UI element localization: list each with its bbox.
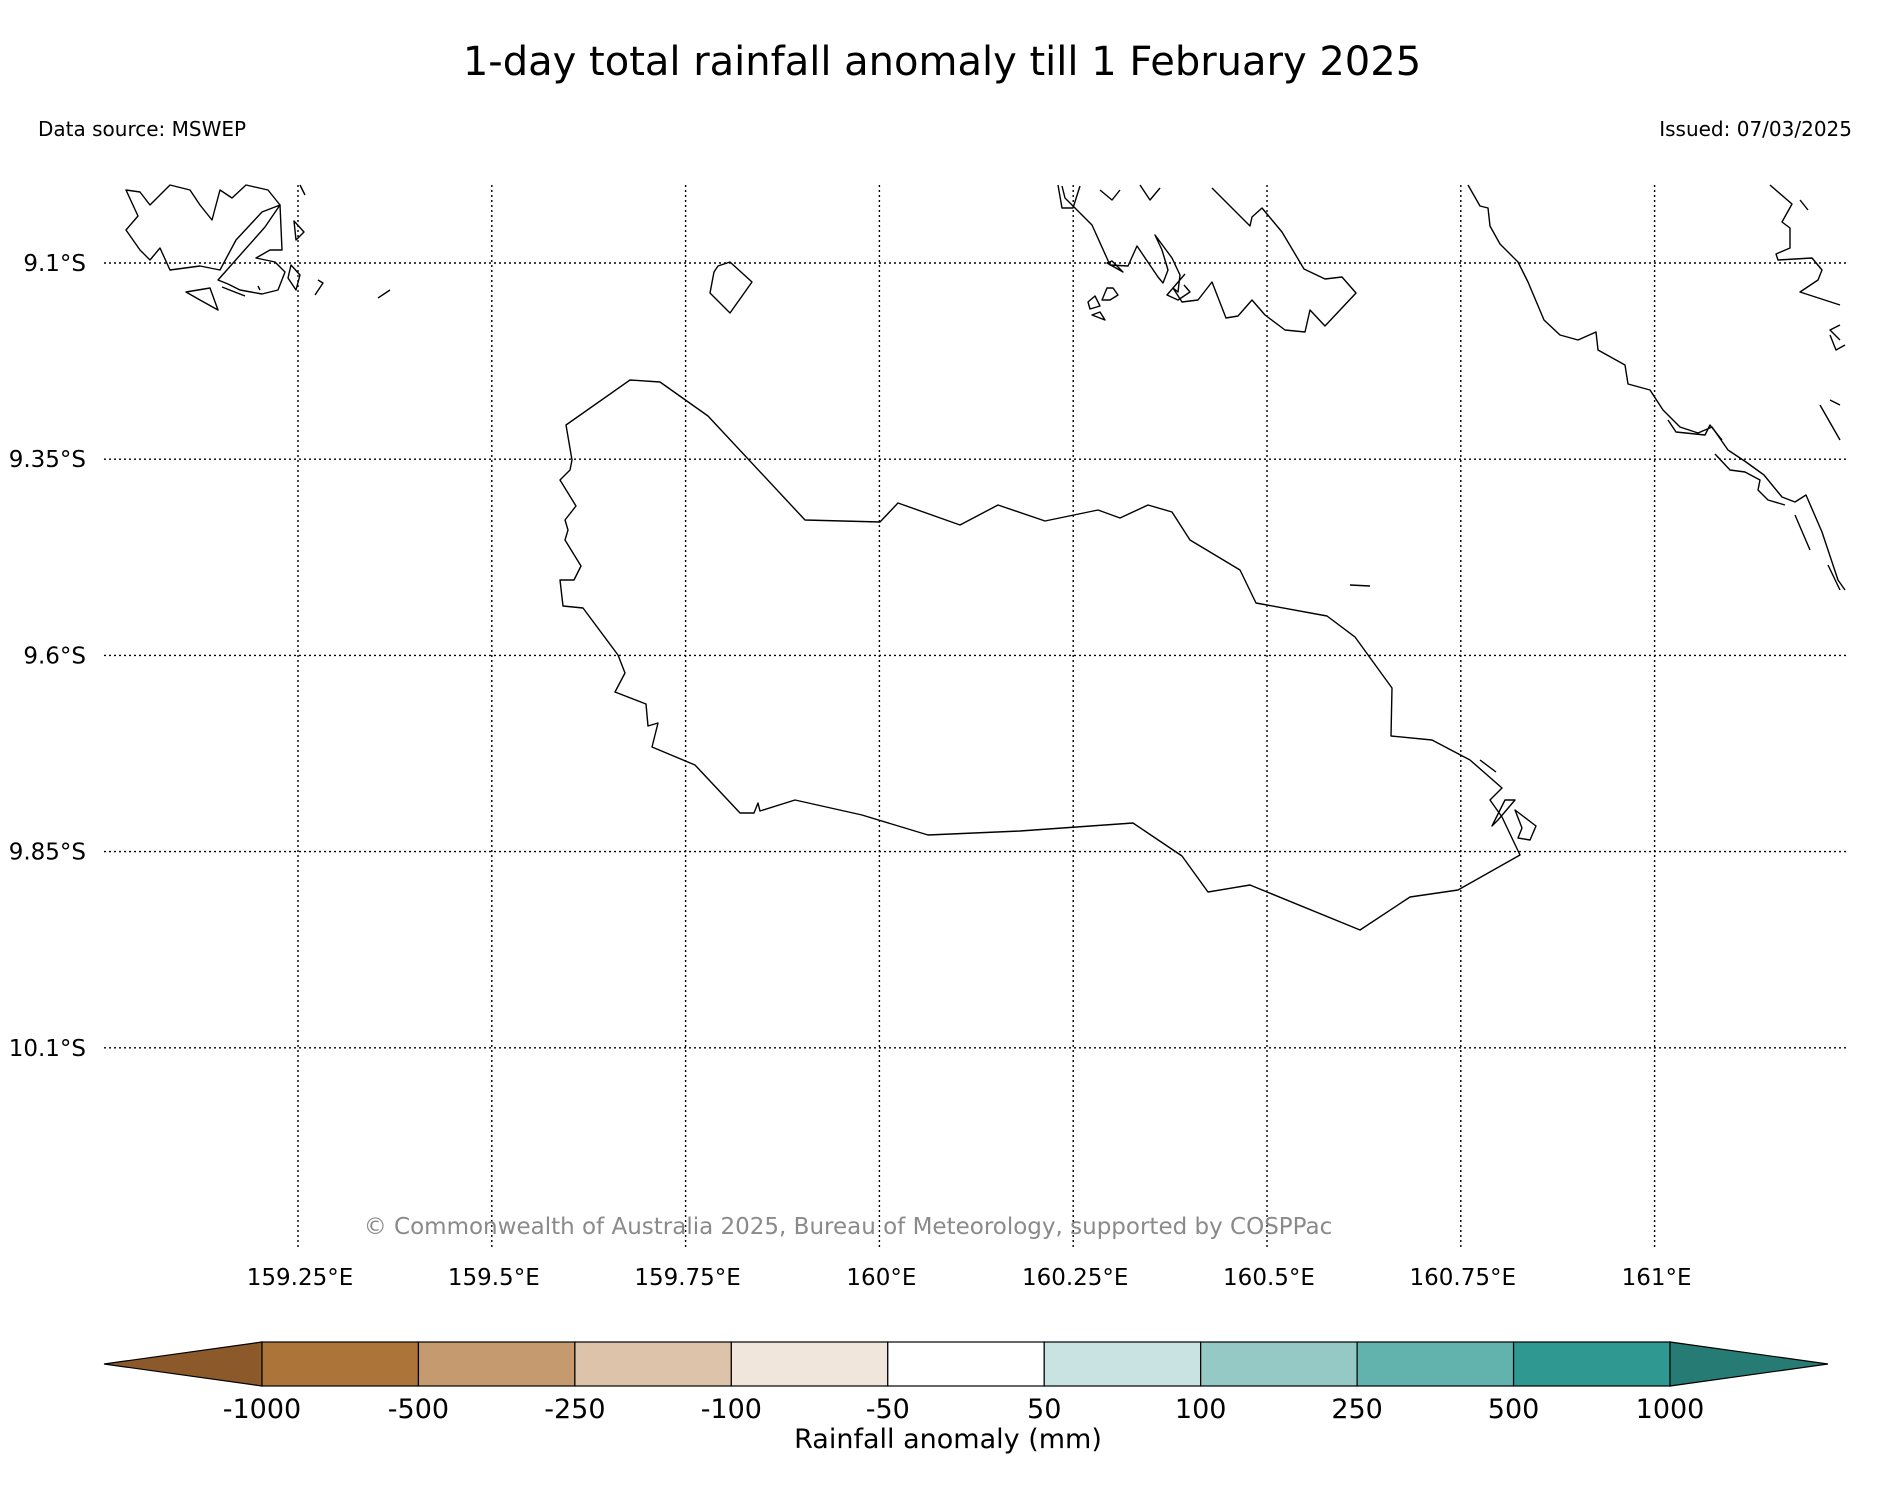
coastline-russell-east xyxy=(217,204,286,297)
colorbar-tick-label: -500 xyxy=(388,1394,449,1425)
longitude-tick-label: 159.25°E xyxy=(247,1265,354,1291)
colorbar-tick-label: 100 xyxy=(1175,1394,1227,1425)
longitude-tick-label: 159.5°E xyxy=(448,1265,540,1291)
coastline-nggela-inner xyxy=(1057,184,1191,301)
colorbar-bin xyxy=(887,1341,1045,1387)
longitude-tick-label: 160.5°E xyxy=(1223,1265,1315,1291)
latitude-tick-label: 10.1°S xyxy=(9,1036,86,1062)
colorbar-tick-label: -100 xyxy=(701,1394,762,1425)
coastline-nggela-south xyxy=(1087,287,1119,321)
colorbar-tick-label: 500 xyxy=(1488,1394,1540,1425)
data-source-label: Data source: MSWEP xyxy=(38,117,246,141)
issued-date-label: Issued: 07/03/2025 xyxy=(1659,117,1852,141)
colorbar-tick-label: 250 xyxy=(1331,1394,1383,1425)
colorbar-tick-label: 50 xyxy=(1027,1394,1061,1425)
copyright-notice: © Commonwealth of Australia 2025, Bureau… xyxy=(364,1214,1333,1240)
coastline-malaita-east xyxy=(1769,184,1846,441)
latitude-tick-label: 9.35°S xyxy=(9,447,86,473)
coastline-guadalcanal xyxy=(559,379,1521,931)
latitude-tick-label: 9.85°S xyxy=(9,840,86,866)
coastline-russell-islands xyxy=(125,184,281,271)
coastline-eastern-islets xyxy=(1349,584,1537,841)
colorbar-label: Rainfall anomaly (mm) xyxy=(794,1424,1102,1455)
colorbar-bin xyxy=(417,1341,576,1387)
colorbar-bin xyxy=(730,1341,889,1387)
map-title: 1-day total rainfall anomaly till 1 Febr… xyxy=(463,39,1421,85)
colorbar-bin xyxy=(574,1341,732,1387)
longitude-tick-label: 159.75°E xyxy=(634,1265,741,1291)
colorbar-tick-label: -50 xyxy=(866,1394,910,1425)
longitude-tick-label: 161°E xyxy=(1622,1265,1692,1291)
colorbar-tick-label: 1000 xyxy=(1636,1394,1705,1425)
colorbar-bin xyxy=(1043,1341,1202,1387)
longitude-tick-label: 160.25°E xyxy=(1022,1265,1129,1291)
longitude-tick-label: 160°E xyxy=(846,1265,916,1291)
coastline-malaita xyxy=(1467,184,1846,591)
colorbar-extend-low xyxy=(103,1341,263,1387)
latitude-tick-label: 9.6°S xyxy=(23,643,86,669)
latitude-tick-labels: 9.1°S 9.35°S 9.6°S 9.85°S 10.1°S xyxy=(9,251,86,1062)
colorbar-bin xyxy=(1512,1341,1671,1387)
longitude-tick-labels: 159.25°E 159.5°E 159.75°E 160°E 160.25°E 160.… xyxy=(247,1265,1692,1291)
coastline-nggela-islands xyxy=(1061,185,1357,333)
longitude-tick-label: 160.75°E xyxy=(1410,1265,1517,1291)
latitude-tick-label: 9.1°S xyxy=(23,251,86,277)
coastlines xyxy=(125,184,1846,931)
colorbar-tick-label: -1000 xyxy=(223,1394,301,1425)
colorbar-bin xyxy=(1200,1341,1358,1387)
colorbar xyxy=(103,1341,1829,1387)
colorbar-extend-high xyxy=(1669,1341,1829,1387)
colorbar-bin xyxy=(261,1341,420,1387)
coastline-small-island xyxy=(709,261,753,314)
colorbar-bin xyxy=(1356,1341,1515,1387)
coastline-russell-islets xyxy=(185,184,391,311)
colorbar-tick-label: -250 xyxy=(544,1394,605,1425)
graticule xyxy=(104,185,1848,1248)
colorbar-tick-labels: -1000 -500 -250 -100 -50 50 100 250 500 1000 xyxy=(223,1394,1705,1425)
coastline-malaita-south xyxy=(1667,419,1841,591)
